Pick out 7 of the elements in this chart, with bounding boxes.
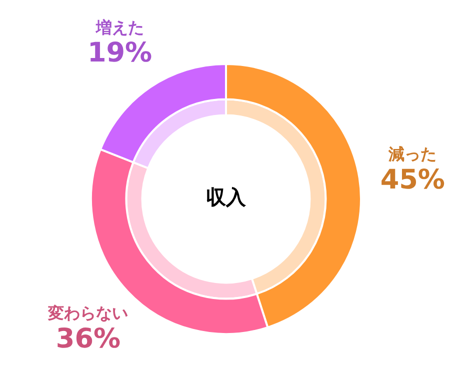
slice-label: 変わらない — [47, 304, 128, 323]
text: 45% — [380, 164, 445, 196]
text: 19% — [87, 38, 152, 69]
text: 36% — [56, 323, 121, 354]
slice-label: 減った — [388, 144, 437, 164]
slice-label: 増えた — [94, 18, 144, 37]
text: 収入 — [206, 185, 247, 210]
